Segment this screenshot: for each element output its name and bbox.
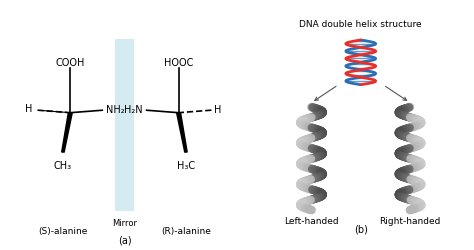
Text: Mirror: Mirror bbox=[112, 218, 137, 228]
Text: Left-handed: Left-handed bbox=[284, 217, 339, 226]
Text: H: H bbox=[25, 104, 32, 114]
Polygon shape bbox=[177, 113, 187, 152]
Bar bbox=[115, 39, 134, 211]
Text: (a): (a) bbox=[118, 236, 131, 246]
Text: (S)-alanine: (S)-alanine bbox=[38, 227, 88, 236]
Text: (b): (b) bbox=[354, 225, 368, 235]
Text: CH₃: CH₃ bbox=[54, 161, 72, 171]
Text: H₂N: H₂N bbox=[124, 105, 143, 115]
Text: HOOC: HOOC bbox=[164, 58, 193, 68]
Polygon shape bbox=[62, 113, 72, 152]
Text: COOH: COOH bbox=[55, 58, 85, 68]
Text: NH₂: NH₂ bbox=[106, 105, 125, 115]
Text: H₃C: H₃C bbox=[177, 161, 195, 171]
Text: DNA double helix structure: DNA double helix structure bbox=[300, 20, 422, 29]
Text: H: H bbox=[214, 105, 222, 115]
Text: Right-handed: Right-handed bbox=[379, 217, 441, 226]
Text: (R)-alanine: (R)-alanine bbox=[161, 227, 211, 236]
